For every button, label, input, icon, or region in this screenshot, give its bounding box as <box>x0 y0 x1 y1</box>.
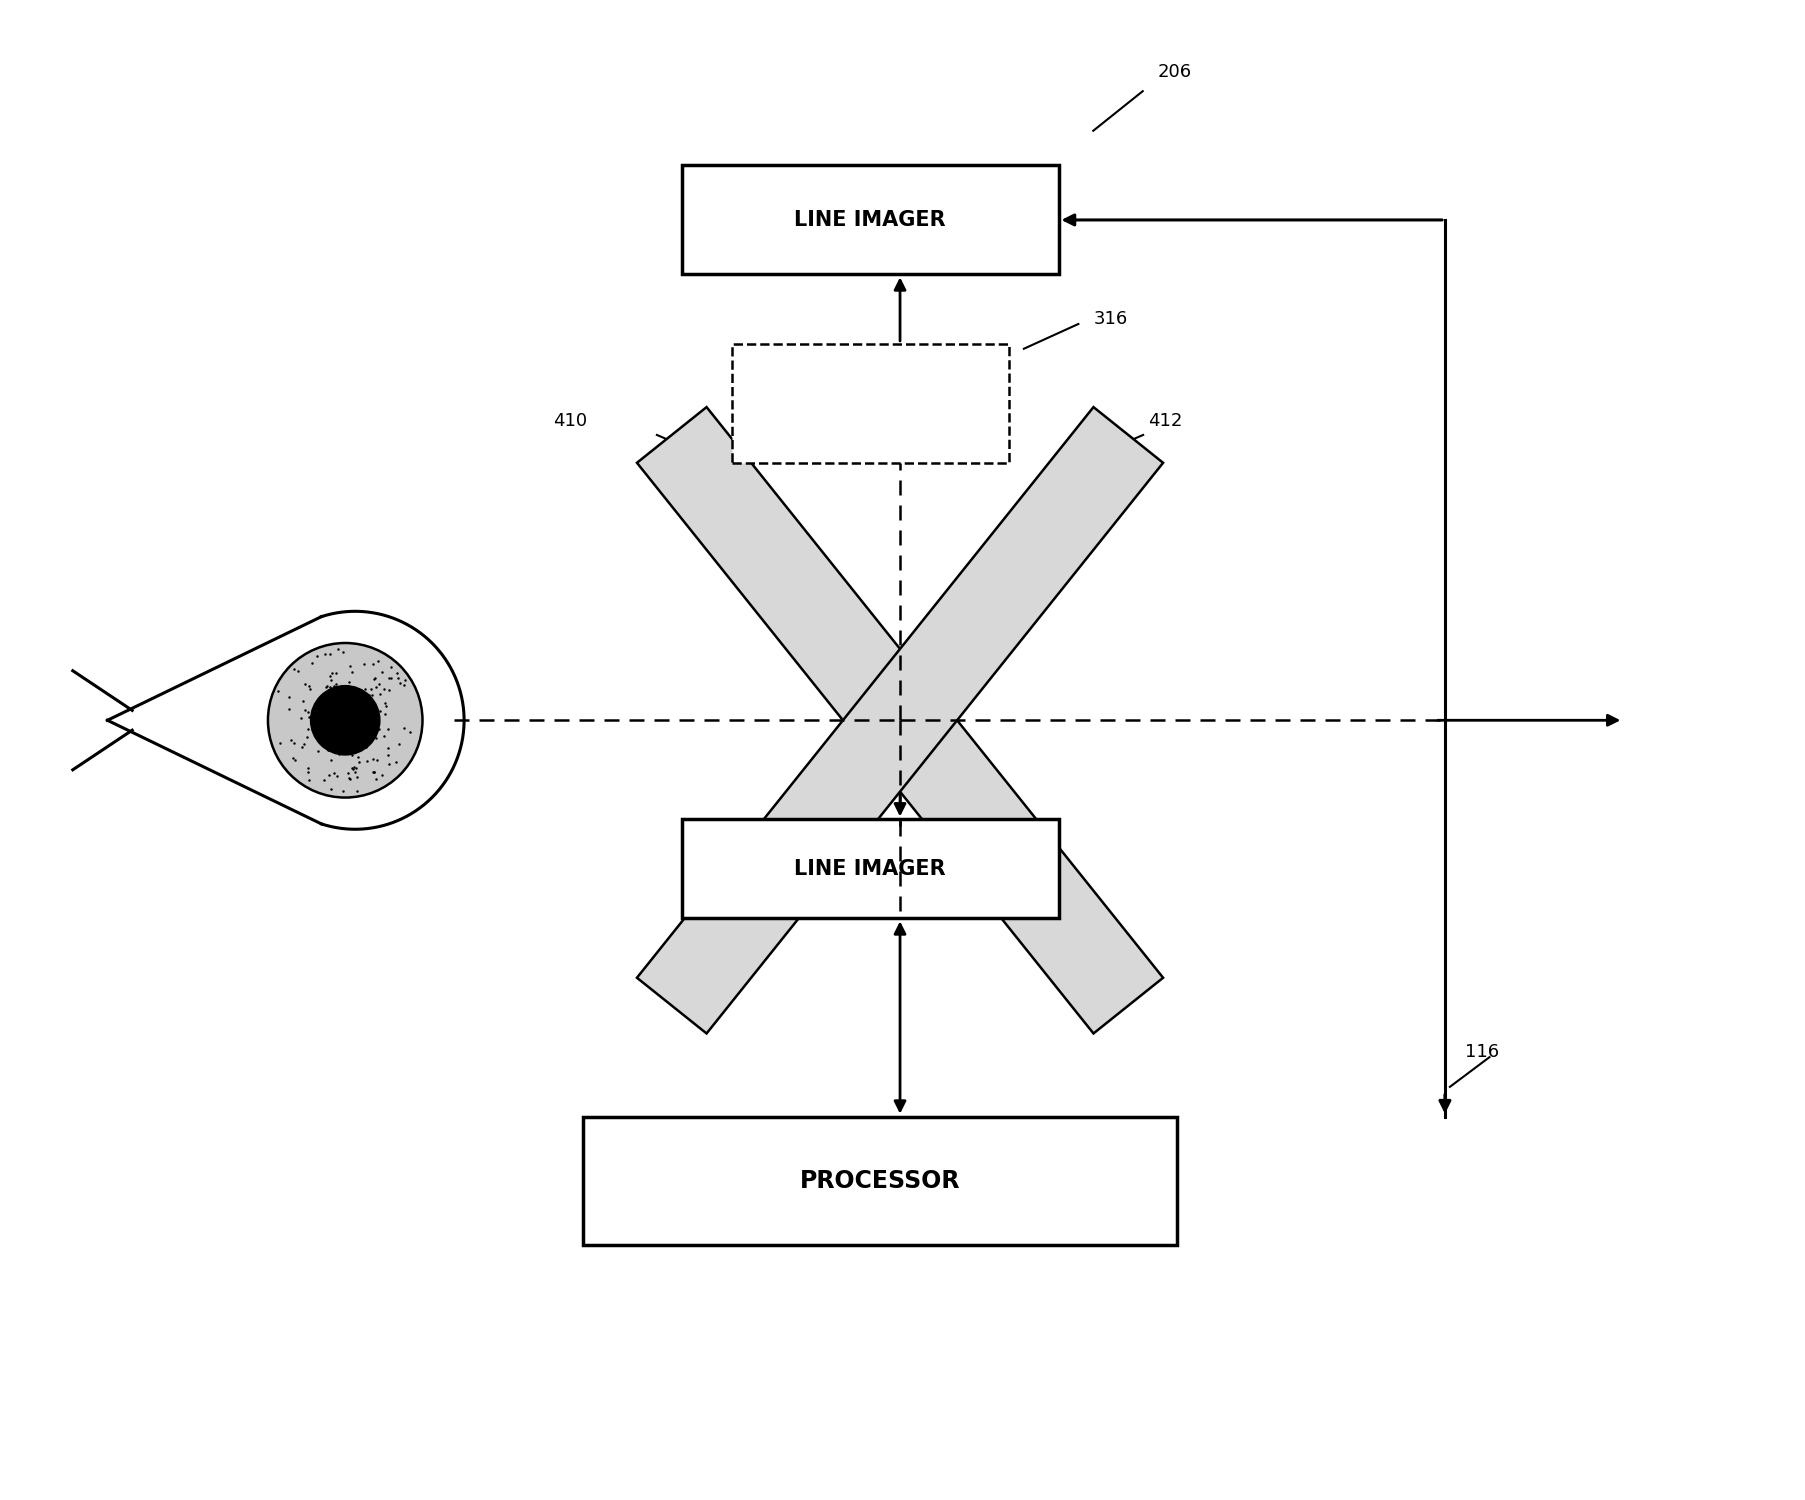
Text: LINE IMAGER: LINE IMAGER <box>794 859 946 879</box>
Polygon shape <box>637 406 1162 1034</box>
Text: PROCESSOR: PROCESSOR <box>800 1168 960 1192</box>
FancyBboxPatch shape <box>682 165 1058 274</box>
Text: 206: 206 <box>1157 63 1191 81</box>
Text: 314: 314 <box>998 888 1032 906</box>
FancyBboxPatch shape <box>682 819 1058 918</box>
Circle shape <box>310 686 379 754</box>
Text: 116: 116 <box>1464 1042 1498 1060</box>
Text: 410: 410 <box>552 413 587 430</box>
FancyBboxPatch shape <box>583 1116 1177 1245</box>
Polygon shape <box>637 406 1162 1034</box>
Ellipse shape <box>836 827 944 910</box>
Text: LINE IMAGER: LINE IMAGER <box>794 210 946 230</box>
Text: 412: 412 <box>1148 413 1182 430</box>
Circle shape <box>267 644 422 798</box>
FancyBboxPatch shape <box>731 344 1009 462</box>
Text: 316: 316 <box>1092 310 1126 328</box>
Text: 112: 112 <box>1072 933 1106 951</box>
